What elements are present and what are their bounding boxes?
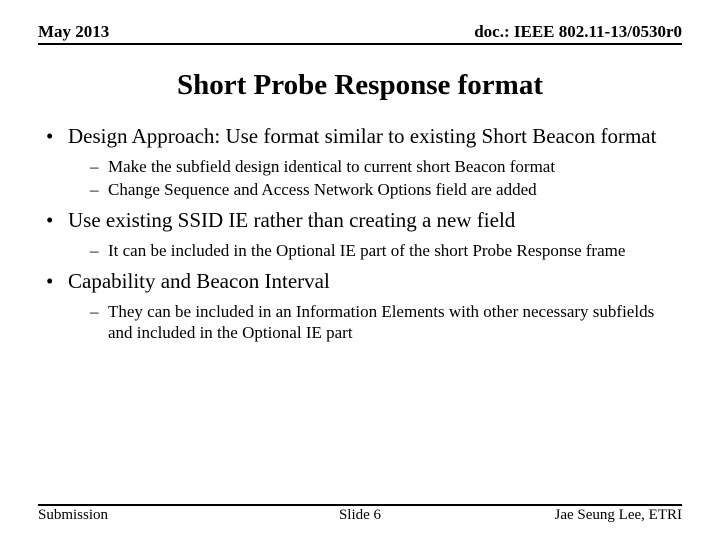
sub-bullet-item: Change Sequence and Access Network Optio…: [90, 179, 676, 200]
slide-header: May 2013 doc.: IEEE 802.11-13/0530r0: [38, 0, 682, 45]
sub-bullet-list: They can be included in an Information E…: [68, 301, 676, 344]
slide-footer: Submission Slide 6 Jae Seung Lee, ETRI: [38, 504, 682, 524]
sub-bullet-list: Make the subfield design identical to cu…: [68, 156, 676, 201]
header-date: May 2013: [38, 22, 109, 42]
bullet-item: Use existing SSID IE rather than creatin…: [44, 208, 676, 261]
bullet-item: Capability and Beacon Interval They can …: [44, 269, 676, 343]
sub-bullet-list: It can be included in the Optional IE pa…: [68, 240, 676, 261]
bullet-text: Design Approach: Use format similar to e…: [68, 124, 656, 148]
footer-submission: Submission: [38, 507, 108, 524]
header-doc-id: doc.: IEEE 802.11-13/0530r0: [474, 22, 682, 42]
bullet-text: Use existing SSID IE rather than creatin…: [68, 208, 515, 232]
sub-bullet-item: They can be included in an Information E…: [90, 301, 676, 344]
slide-title: Short Probe Response format: [0, 69, 720, 102]
footer-author: Jae Seung Lee, ETRI: [555, 507, 682, 524]
sub-bullet-item: Make the subfield design identical to cu…: [90, 156, 676, 177]
slide-content: Design Approach: Use format similar to e…: [0, 124, 720, 343]
sub-bullet-item: It can be included in the Optional IE pa…: [90, 240, 676, 261]
footer-slide-number: Slide 6: [339, 507, 381, 524]
bullet-list: Design Approach: Use format similar to e…: [44, 124, 676, 343]
bullet-item: Design Approach: Use format similar to e…: [44, 124, 676, 200]
bullet-text: Capability and Beacon Interval: [68, 269, 330, 293]
